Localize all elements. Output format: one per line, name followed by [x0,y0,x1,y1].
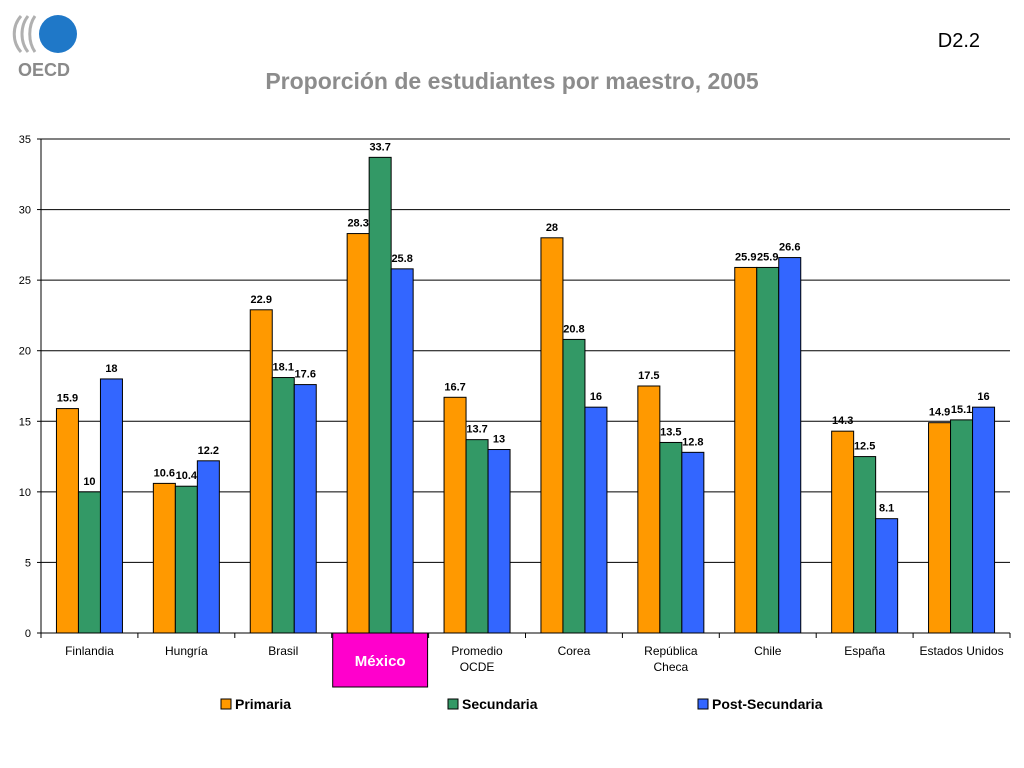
category-label: OCDE [460,660,495,674]
y-tick-label: 20 [19,346,31,358]
data-label: 17.6 [295,369,316,381]
bar [950,419,974,634]
y-tick-label: 0 [25,628,31,640]
category-label: Promedio [451,644,503,658]
bar [584,406,608,634]
data-label: 13.7 [466,424,487,436]
bar [99,378,123,634]
bar [249,309,273,634]
y-tick-label: 5 [25,557,31,569]
data-label: 15.1 [951,404,972,416]
data-label: 26.6 [779,242,800,254]
y-tick-label: 15 [19,416,31,428]
bar [487,449,511,634]
y-tick-label: 30 [19,205,31,217]
bar [368,156,392,634]
data-label: 10 [83,476,95,488]
bar [152,482,176,634]
bar [681,451,705,634]
data-label: 16 [590,391,602,403]
data-label: 17.5 [638,370,659,382]
data-label: 14.3 [832,415,853,427]
y-tick-label: 25 [19,275,31,287]
data-label: 15.9 [57,393,78,405]
bar [77,491,101,634]
category-label: Chile [754,644,782,658]
bar [390,268,414,634]
data-label: 16.7 [444,381,465,393]
bar [734,266,758,634]
legend-label: Primaria [235,696,291,712]
y-tick-label: 10 [19,487,31,499]
legend-swatch [697,698,709,710]
data-label: 10.6 [154,467,175,479]
data-label: 18.1 [273,362,294,374]
bar [972,406,996,634]
bar [928,422,952,634]
legend-label: Secundaria [462,696,538,712]
bar [853,456,877,634]
data-label: 22.9 [251,294,272,306]
legend-swatch [220,698,232,710]
svg-text:OECD: OECD [18,60,70,80]
category-label: Hungría [165,644,208,658]
data-label: 25.8 [391,253,412,265]
bar [756,266,780,634]
bar [562,338,586,634]
bar [831,430,855,634]
data-label: 33.7 [369,141,390,153]
bar [637,385,661,634]
bar [293,384,317,634]
category-label: República [644,644,698,658]
data-label: 13.5 [660,426,681,438]
bar [875,518,899,634]
bar [196,460,220,634]
legend-swatch [447,698,459,710]
data-label: 25.9 [757,251,778,263]
data-label: 20.8 [563,323,584,335]
data-label: 13 [493,434,505,446]
category-label: Brasil [268,644,298,658]
bar [465,439,489,634]
data-label: 18 [105,363,117,375]
slide-code: D2.2 [937,30,980,52]
data-label: 8.1 [879,503,894,515]
legend-label: Post-Secundaria [712,696,823,712]
bar [174,485,198,634]
data-label: 12.5 [854,441,875,453]
data-label: 10.4 [176,470,198,482]
category-label: Finlandia [65,644,114,658]
data-label: 12.2 [198,445,219,457]
oecd-logo: OECD [12,14,77,80]
bar [346,233,370,634]
data-label: 28 [546,222,558,234]
category-label: España [844,644,885,658]
bar [55,408,79,634]
bar [443,396,467,634]
bar [659,441,683,634]
category-label: Corea [558,644,591,658]
category-label: Estados Unidos [920,644,1004,658]
bar [778,257,802,634]
data-label: 28.3 [347,218,368,230]
highlight-box [332,632,429,688]
data-label: 25.9 [735,251,756,263]
data-label: 14.9 [929,407,950,419]
category-label: Checa [654,660,689,674]
y-tick-label: 35 [19,134,31,146]
category-label: México [355,653,406,670]
data-label: 12.8 [682,436,703,448]
chart-title: Proporción de estudiantes por maestro, 2… [265,68,759,94]
data-label: 16 [977,391,989,403]
bar [271,377,295,634]
bar [540,237,564,634]
